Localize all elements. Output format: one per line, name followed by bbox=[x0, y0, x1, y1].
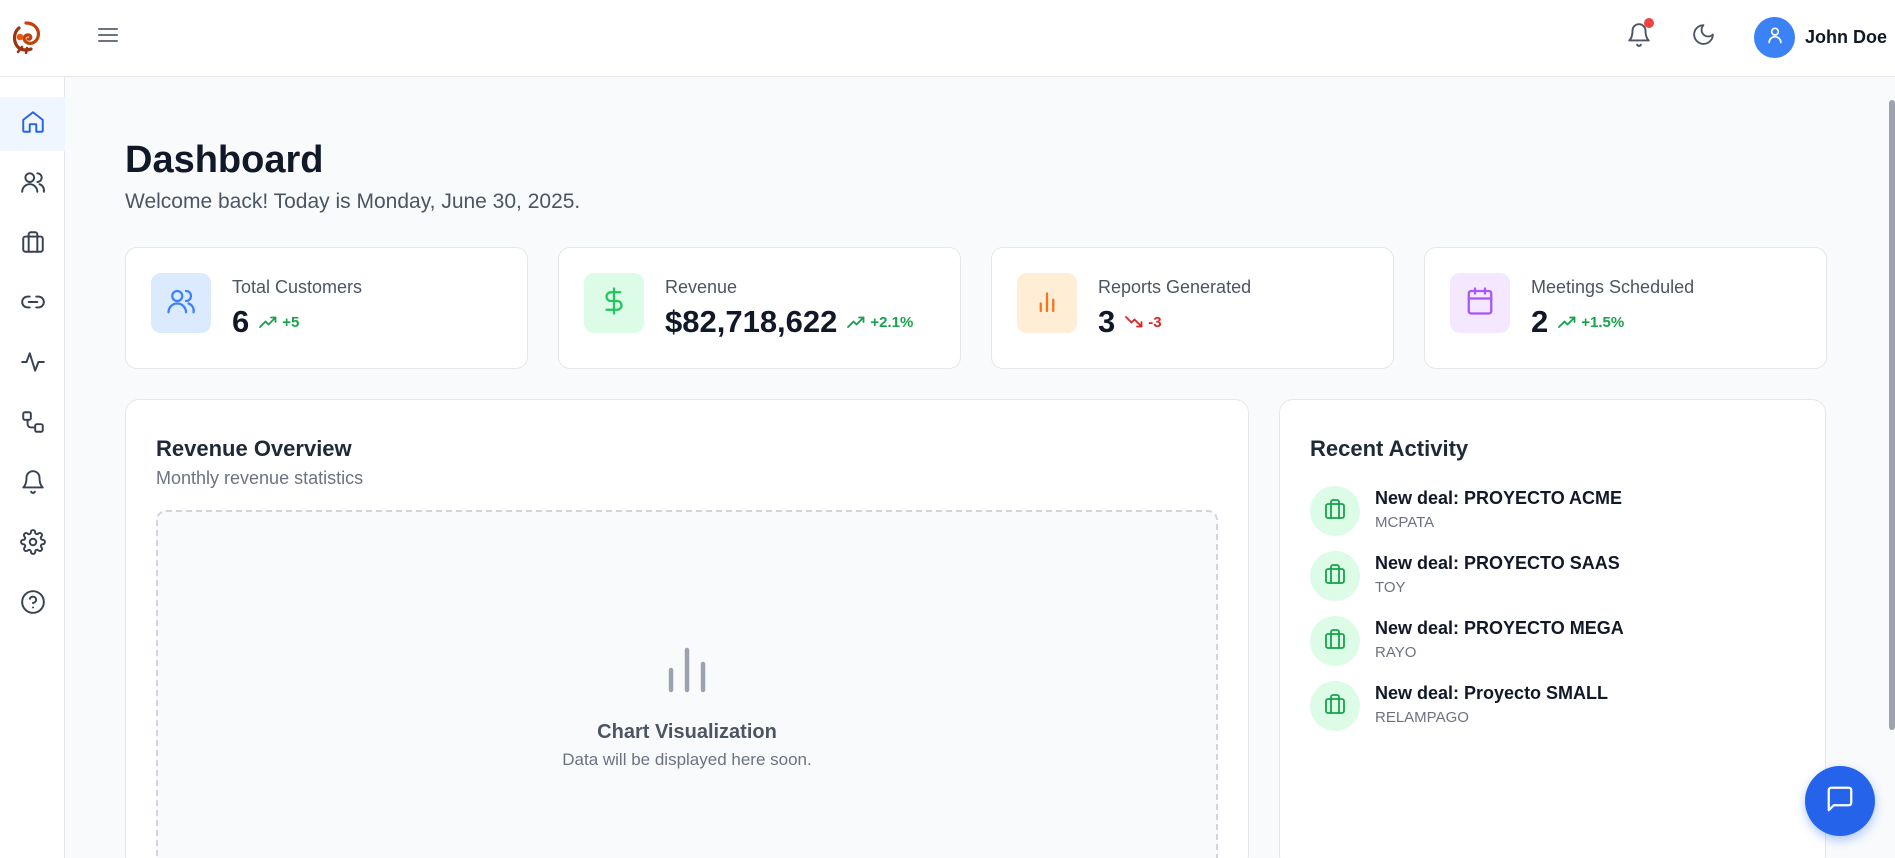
menu-icon bbox=[97, 26, 119, 49]
stat-card-total-customers: Total Customers 6 +5 bbox=[125, 247, 528, 369]
activity-subtitle: RELAMPAGO bbox=[1375, 709, 1469, 726]
sidebar-item-notifications[interactable] bbox=[0, 457, 65, 511]
user-name: John Doe bbox=[1805, 27, 1887, 48]
sidebar-item-customers[interactable] bbox=[0, 157, 65, 211]
stat-trend-value: +5 bbox=[282, 314, 299, 331]
stat-card-revenue: Revenue $82,718,622 +2.1% bbox=[558, 247, 961, 369]
trend-up-icon bbox=[847, 316, 865, 328]
activity-title: New deal: Proyecto SMALL bbox=[1375, 683, 1608, 704]
activity-icon bbox=[20, 349, 46, 380]
activity-item[interactable]: New deal: PROYECTO SAAS TOY bbox=[1310, 551, 1770, 601]
sidebar-item-integrations[interactable] bbox=[0, 277, 65, 331]
users-icon bbox=[166, 286, 196, 321]
user-icon bbox=[1765, 25, 1785, 50]
stat-value: 3 bbox=[1098, 304, 1115, 340]
stat-label: Meetings Scheduled bbox=[1531, 277, 1694, 298]
recent-activity-panel: Recent Activity New deal: PROYECTO ACME … bbox=[1279, 399, 1826, 858]
activity-title: New deal: PROYECTO MEGA bbox=[1375, 618, 1624, 639]
stat-value: 2 bbox=[1531, 304, 1548, 340]
page-title: Dashboard bbox=[125, 139, 323, 182]
trend-up-icon bbox=[259, 316, 277, 328]
activity-icon-circle bbox=[1310, 681, 1360, 731]
stat-label: Revenue bbox=[665, 277, 737, 298]
activity-item[interactable]: New deal: PROYECTO MEGA RAYO bbox=[1310, 616, 1770, 666]
stat-value: 6 bbox=[232, 304, 249, 340]
gear-icon bbox=[20, 529, 46, 560]
main-content: Dashboard Welcome back! Today is Monday,… bbox=[65, 77, 1895, 858]
chart-placeholder-area: Chart Visualization Data will be display… bbox=[156, 510, 1218, 858]
activity-item[interactable]: New deal: PROYECTO ACME MCPATA bbox=[1310, 486, 1770, 536]
stat-icon-box bbox=[584, 273, 644, 333]
stat-trend: +5 bbox=[259, 314, 299, 331]
activity-icon-circle bbox=[1310, 616, 1360, 666]
welcome-message: Welcome back! Today is Monday, June 30, … bbox=[125, 190, 580, 214]
help-icon bbox=[20, 589, 46, 620]
chat-icon bbox=[1825, 784, 1855, 819]
sidebar-item-settings[interactable] bbox=[0, 517, 65, 571]
briefcase-icon bbox=[1323, 692, 1347, 721]
bell-icon bbox=[20, 469, 46, 500]
stat-card-meetings-scheduled: Meetings Scheduled 2 +1.5% bbox=[1424, 247, 1827, 369]
menu-toggle-button[interactable] bbox=[94, 23, 122, 51]
revenue-overview-panel: Revenue Overview Monthly revenue statist… bbox=[125, 399, 1249, 858]
sidebar-item-activity[interactable] bbox=[0, 337, 65, 391]
sidebar-item-help[interactable] bbox=[0, 577, 65, 631]
notification-dot bbox=[1644, 18, 1654, 28]
sidebar-item-deals[interactable] bbox=[0, 217, 65, 271]
chart-placeholder-text: Data will be displayed here soon. bbox=[158, 750, 1216, 770]
stat-trend: -3 bbox=[1125, 314, 1161, 331]
briefcase-icon bbox=[20, 229, 46, 260]
stat-trend-value: -3 bbox=[1148, 314, 1161, 331]
trend-up-icon bbox=[1558, 316, 1576, 328]
logo[interactable] bbox=[9, 20, 43, 54]
chart-placeholder-title: Chart Visualization bbox=[158, 721, 1216, 744]
workflow-icon bbox=[20, 409, 46, 440]
scrollbar-thumb[interactable] bbox=[1889, 100, 1895, 730]
trend-down-icon bbox=[1125, 316, 1143, 328]
activity-subtitle: MCPATA bbox=[1375, 514, 1434, 531]
sidebar-item-home[interactable] bbox=[0, 97, 65, 151]
activity-icon-circle bbox=[1310, 551, 1360, 601]
panel-title: Recent Activity bbox=[1310, 436, 1468, 462]
stat-trend-value: +2.1% bbox=[870, 314, 913, 331]
moon-icon bbox=[1691, 22, 1716, 52]
stat-card-reports-generated: Reports Generated 3 -3 bbox=[991, 247, 1394, 369]
stat-trend: +1.5% bbox=[1558, 314, 1624, 331]
link-icon bbox=[20, 289, 46, 320]
bar-chart-icon bbox=[663, 683, 711, 700]
home-icon bbox=[20, 109, 46, 140]
panel-subtitle: Monthly revenue statistics bbox=[156, 468, 363, 489]
chat-button[interactable] bbox=[1805, 766, 1875, 836]
sidebar bbox=[0, 77, 65, 858]
activity-title: New deal: PROYECTO ACME bbox=[1375, 488, 1622, 509]
avatar bbox=[1754, 17, 1795, 58]
stat-icon-box bbox=[1450, 273, 1510, 333]
stat-label: Total Customers bbox=[232, 277, 362, 298]
briefcase-icon bbox=[1323, 562, 1347, 591]
activity-item[interactable]: New deal: Proyecto SMALL RELAMPAGO bbox=[1310, 681, 1770, 731]
panel-title: Revenue Overview bbox=[156, 436, 352, 462]
dollar-icon bbox=[599, 286, 629, 321]
users-icon bbox=[20, 169, 46, 200]
stat-value: $82,718,622 bbox=[665, 304, 837, 340]
user-menu[interactable]: John Doe bbox=[1754, 16, 1887, 58]
activity-subtitle: RAYO bbox=[1375, 644, 1416, 661]
calendar-icon bbox=[1465, 286, 1495, 321]
theme-toggle-button[interactable] bbox=[1686, 20, 1720, 54]
sidebar-item-workflows[interactable] bbox=[0, 397, 65, 451]
activity-subtitle: TOY bbox=[1375, 579, 1406, 596]
activity-icon-circle bbox=[1310, 486, 1360, 536]
stat-label: Reports Generated bbox=[1098, 277, 1251, 298]
bar-chart-icon bbox=[1032, 286, 1062, 321]
activity-title: New deal: PROYECTO SAAS bbox=[1375, 553, 1620, 574]
stat-trend-value: +1.5% bbox=[1581, 314, 1624, 331]
stat-icon-box bbox=[151, 273, 211, 333]
briefcase-icon bbox=[1323, 627, 1347, 656]
stat-icon-box bbox=[1017, 273, 1077, 333]
briefcase-icon bbox=[1323, 497, 1347, 526]
top-bar: John Doe bbox=[0, 0, 1895, 77]
stat-trend: +2.1% bbox=[847, 314, 913, 331]
